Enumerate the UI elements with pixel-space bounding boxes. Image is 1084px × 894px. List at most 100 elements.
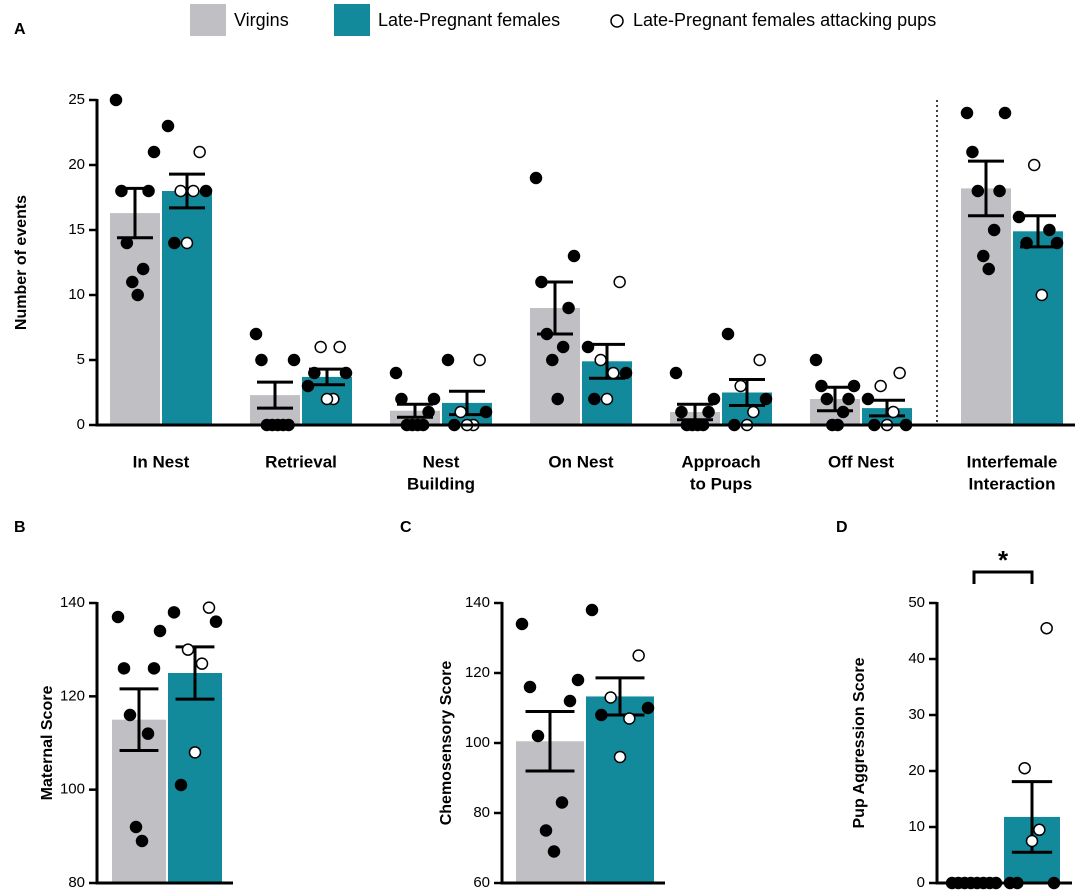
point [567,249,581,263]
y-tick-label: 20 [68,156,85,173]
point [675,405,688,419]
point [287,353,301,367]
open-point [747,405,760,419]
open-point [594,353,607,367]
y-tick-label: 25 [68,91,85,108]
point [982,262,995,276]
open-point [180,236,194,250]
open-point [188,746,202,759]
y-tick-label: 40 [908,650,925,667]
x-tick-label: Retrieval [265,452,337,471]
open-point [314,340,327,354]
point [540,327,554,341]
open-point [195,657,209,670]
point [547,845,561,858]
point [971,184,985,198]
point [479,405,493,419]
open-point [753,353,766,367]
open-point [1033,823,1046,837]
point [126,275,139,289]
point [641,701,655,715]
point [987,223,1001,237]
legend-label: Late-Pregnant females [378,10,560,30]
point [136,262,150,276]
point [141,727,155,740]
y-tick-label: 10 [68,286,85,303]
open-point [874,379,887,393]
point [147,662,161,675]
point [389,366,403,380]
point [120,236,134,250]
y-tick-label: 80 [68,874,85,891]
point [998,106,1012,120]
legend-label: Virgins [234,10,289,30]
open-point [604,691,617,704]
point [555,796,569,809]
open-point [454,405,467,419]
point [619,366,633,380]
point [111,610,125,624]
point [571,673,585,687]
x-tick-label: Interaction [969,474,1056,493]
point [523,680,537,694]
significance-bracket [972,570,1034,584]
point [842,392,855,406]
y-axis-label: Chemosensory Score [438,661,455,826]
point [109,93,123,107]
x-tick-label: In Nest [133,452,190,471]
point [546,353,559,367]
open-point [1040,621,1053,635]
point [721,327,735,341]
open-point [613,275,626,289]
x-tick-label: Nest [423,452,460,471]
y-tick-label: 100 [465,734,490,751]
point [131,288,144,302]
point [147,145,161,159]
y-tick-label: 50 [908,594,925,611]
legend-marker [610,14,624,28]
point [1050,236,1064,250]
point [581,340,595,354]
y-tick-label: 30 [908,706,925,723]
x-tick-label: Interfemale [967,452,1058,471]
open-point [1027,158,1041,172]
y-tick-label: 5 [77,351,85,368]
point [588,392,601,406]
x-tick-label: On Nest [548,452,614,471]
point [966,145,979,159]
open-point [1018,761,1031,775]
legend-swatch [190,4,226,36]
point [531,729,545,743]
point [585,603,599,617]
open-point [202,601,216,614]
bar [168,673,222,883]
point [535,275,548,289]
point [117,662,131,675]
y-tick-label: 10 [908,818,925,835]
point [551,392,564,406]
open-point [600,392,614,406]
y-tick-label: 60 [473,874,490,891]
point [702,405,715,419]
x-tick-label: Approach [681,452,760,471]
point [123,708,137,722]
point [1012,210,1026,224]
x-tick-label: to Pups [690,474,752,493]
bar [162,191,212,425]
point [820,392,834,406]
point [861,392,875,406]
y-axis-label: Number of events [13,195,30,330]
legend-label: Late-Pregnant females attacking pups [633,10,936,30]
point [422,405,435,419]
point [539,824,553,837]
point [993,184,1006,198]
point [142,184,155,198]
open-point [613,750,627,764]
point [249,327,263,341]
y-axis-label: Maternal Score [39,686,56,801]
point [556,340,570,354]
point [209,615,223,628]
y-tick-label: 140 [60,594,85,611]
y-tick-label: 100 [60,781,85,798]
point [129,820,143,834]
